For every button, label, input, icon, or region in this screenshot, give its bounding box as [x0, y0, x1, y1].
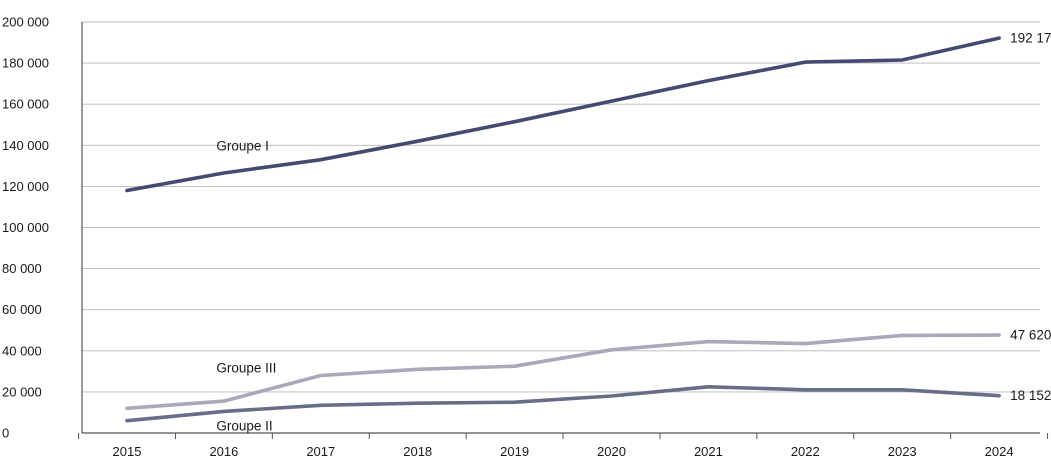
- series-line-groupe-iii: [125, 333, 1001, 411]
- end-value-label-groupe-ii: 18 152: [1010, 388, 1051, 403]
- y-tick-label-80000: 80 000: [2, 261, 42, 276]
- x-axis: 2015 2016 2017 2018 2019 2020 2021 2022 2023 2024: [78, 433, 1049, 459]
- x-tick-label-2024: 2024: [985, 444, 1014, 459]
- y-tick-label-200000: 200 000: [2, 15, 49, 30]
- x-tick-label-2016: 2016: [209, 444, 238, 459]
- x-tick-label-2022: 2022: [791, 444, 820, 459]
- y-tick-label-40000: 40 000: [2, 343, 42, 358]
- series-label-groupe-ii: Groupe II: [216, 418, 272, 433]
- end-value-label-groupe-iii: 47 620: [1010, 328, 1051, 343]
- y-axis: 0 20 000 40 000 60 000 80 000 100 000 120 000 1…: [2, 15, 83, 441]
- series-label-groupe-i: Groupe I: [216, 138, 269, 153]
- y-tick-label-160000: 160 000: [2, 97, 49, 112]
- y-tick-label-180000: 180 000: [2, 56, 49, 71]
- y-tick-label-140000: 140 000: [2, 138, 49, 153]
- grid-lines: [82, 21, 1040, 434]
- y-tick-label-60000: 60 000: [2, 302, 42, 317]
- x-tick-label-2023: 2023: [888, 444, 917, 459]
- x-tick-label-2018: 2018: [403, 444, 432, 459]
- x-tick-label-2020: 2020: [597, 444, 626, 459]
- y-tick-label-100000: 100 000: [2, 220, 49, 235]
- series-label-groupe-iii: Groupe III: [216, 360, 276, 375]
- end-value-label-groupe-i: 192 179: [1010, 31, 1051, 46]
- y-tick-label-0: 0: [2, 426, 9, 441]
- x-tick-label-2021: 2021: [694, 444, 723, 459]
- x-tick-label-2015: 2015: [113, 444, 142, 459]
- series-group: Groupe I 192 179 Groupe III 47 620 Groupe II…: [125, 31, 1051, 433]
- x-tick-label-2017: 2017: [306, 444, 335, 459]
- series-line-groupe-i: [125, 36, 1001, 193]
- x-tick-label-2019: 2019: [500, 444, 529, 459]
- y-tick-label-20000: 20 000: [2, 384, 42, 399]
- series-line-groupe-ii: [125, 384, 1001, 423]
- y-tick-label-120000: 120 000: [2, 179, 49, 194]
